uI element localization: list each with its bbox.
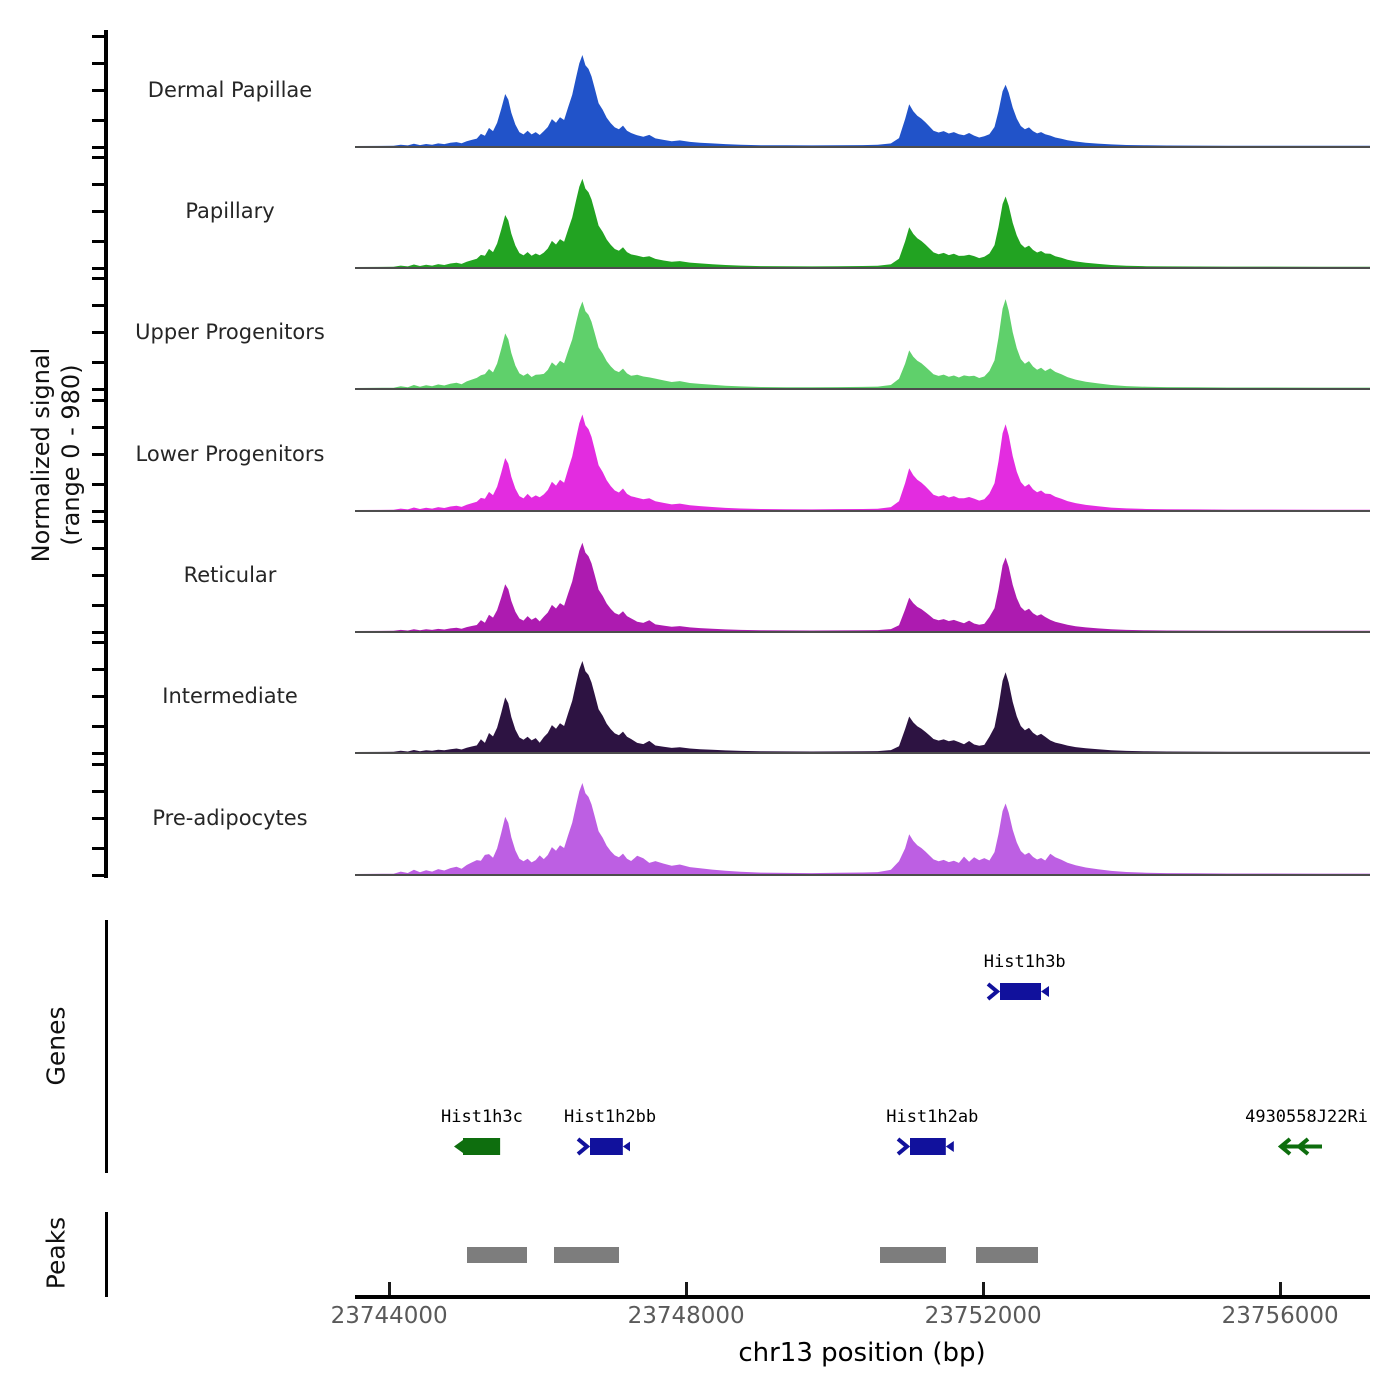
y-axis-tick: [92, 641, 105, 644]
peaks-section-label: Peaks: [41, 1216, 71, 1290]
track-label-dermal-papillae: Dermal Papillae: [147, 78, 313, 102]
track-label-lower-progenitors: Lower Progenitors: [135, 442, 325, 466]
y-axis-label-line1: Normalized signal: [27, 347, 55, 563]
y-axis-tick: [92, 547, 105, 550]
track-label-reticular: Reticular: [183, 563, 277, 587]
track-baseline: [355, 267, 1370, 269]
y-axis-tick: [92, 277, 105, 280]
y-axis-tick: [92, 62, 105, 65]
y-axis-tick: [92, 695, 105, 698]
gene-glyph-hist1h3c-minus-strand: [454, 1138, 501, 1155]
y-axis-tick: [92, 790, 105, 793]
track-baseline: [355, 388, 1370, 390]
track-label-upper-progenitors: Upper Progenitors: [135, 320, 325, 344]
peak-region: [976, 1247, 1039, 1263]
y-axis-tick: [92, 725, 105, 728]
track-baseline: [355, 146, 1370, 148]
x-axis-tick: [684, 1282, 688, 1295]
x-axis-line: [355, 1295, 1370, 1299]
track-label-intermediate: Intermediate: [162, 684, 298, 708]
signal-area-reticular: [355, 542, 1370, 631]
y-axis-tick: [92, 752, 105, 755]
y-axis-tick: [92, 399, 105, 402]
signal-area-papillary: [355, 178, 1370, 267]
y-axis-tick: [92, 453, 105, 456]
y-axis-tick: [92, 156, 105, 159]
y-axis-tick: [92, 483, 105, 486]
gene-label-4930558j22ri: 4930558J22Ri: [1245, 1107, 1368, 1127]
signal-area-upper-progenitors: [355, 299, 1370, 388]
signal-y-axis-line: [104, 30, 108, 878]
y-axis-tick: [92, 426, 105, 429]
y-axis-label-line2: (range 0 - 980): [57, 364, 85, 546]
gene-glyph-hist1h2ab-plus-strand: [897, 1137, 955, 1156]
signal-area-dermal-papillae: [355, 55, 1370, 146]
y-axis-tick: [92, 388, 105, 391]
x-tick-label: 23744000: [330, 1303, 448, 1329]
x-tick-label: 23756000: [1221, 1303, 1339, 1329]
x-axis-label: chr13 position (bp): [738, 1338, 986, 1368]
x-axis-tick: [981, 1282, 985, 1295]
track-baseline: [355, 631, 1370, 633]
y-axis-tick: [92, 119, 105, 122]
y-axis-tick: [92, 35, 105, 38]
y-axis-tick: [92, 89, 105, 92]
gene-label-hist1h3c: Hist1h3c: [441, 1107, 523, 1127]
x-tick-label: 23752000: [924, 1303, 1042, 1329]
y-axis-tick: [92, 183, 105, 186]
gene-label-hist1h2bb: Hist1h2bb: [563, 1107, 657, 1127]
peak-region: [467, 1247, 527, 1263]
track-label-pre-adipocytes: Pre-adipocytes: [152, 806, 308, 830]
y-axis-tick: [92, 361, 105, 364]
y-axis-tick: [92, 604, 105, 607]
y-axis-tick: [92, 668, 105, 671]
signal-area-intermediate: [355, 661, 1370, 752]
y-axis-tick: [92, 817, 105, 820]
y-axis-tick: [92, 240, 105, 243]
genes-axis-line: [105, 920, 108, 1173]
peak-region: [553, 1247, 620, 1263]
gene-glyph-hist1h2bb-plus-strand: [576, 1137, 631, 1156]
y-axis-tick: [92, 146, 105, 149]
track-baseline: [355, 752, 1370, 754]
x-tick-label: 23748000: [627, 1303, 745, 1329]
y-axis-tick: [92, 520, 105, 523]
track-baseline: [355, 874, 1370, 876]
signal-area-pre-adipocytes: [355, 783, 1370, 874]
x-axis-tick: [1278, 1282, 1282, 1295]
y-axis-tick: [92, 267, 105, 270]
signal-area-lower-progenitors: [355, 414, 1370, 510]
y-axis-tick: [92, 574, 105, 577]
genes-section-label: Genes: [41, 1006, 71, 1086]
x-axis-tick: [387, 1282, 391, 1295]
gene-glyph-hist1h3b-plus-strand: [986, 982, 1050, 1001]
y-axis-tick: [92, 763, 105, 766]
y-axis-tick: [92, 210, 105, 213]
y-axis-tick: [92, 631, 105, 634]
track-label-papillary: Papillary: [185, 199, 275, 223]
y-axis-tick: [92, 847, 105, 850]
gene-label-hist1h2ab: Hist1h2ab: [886, 1107, 979, 1127]
y-axis-tick: [92, 331, 105, 334]
peaks-axis-line: [105, 1212, 108, 1297]
y-axis-tick: [92, 510, 105, 513]
y-axis-tick: [92, 874, 105, 877]
y-axis-label: Normalized signal (range 0 - 980): [26, 348, 86, 563]
track-baseline: [355, 510, 1370, 512]
y-axis-tick: [92, 304, 105, 307]
peak-region: [879, 1247, 947, 1263]
gene-label-hist1h3b: Hist1h3b: [983, 952, 1066, 972]
gene-glyph-4930558j22ri-minus-strand: [1277, 1137, 1323, 1156]
